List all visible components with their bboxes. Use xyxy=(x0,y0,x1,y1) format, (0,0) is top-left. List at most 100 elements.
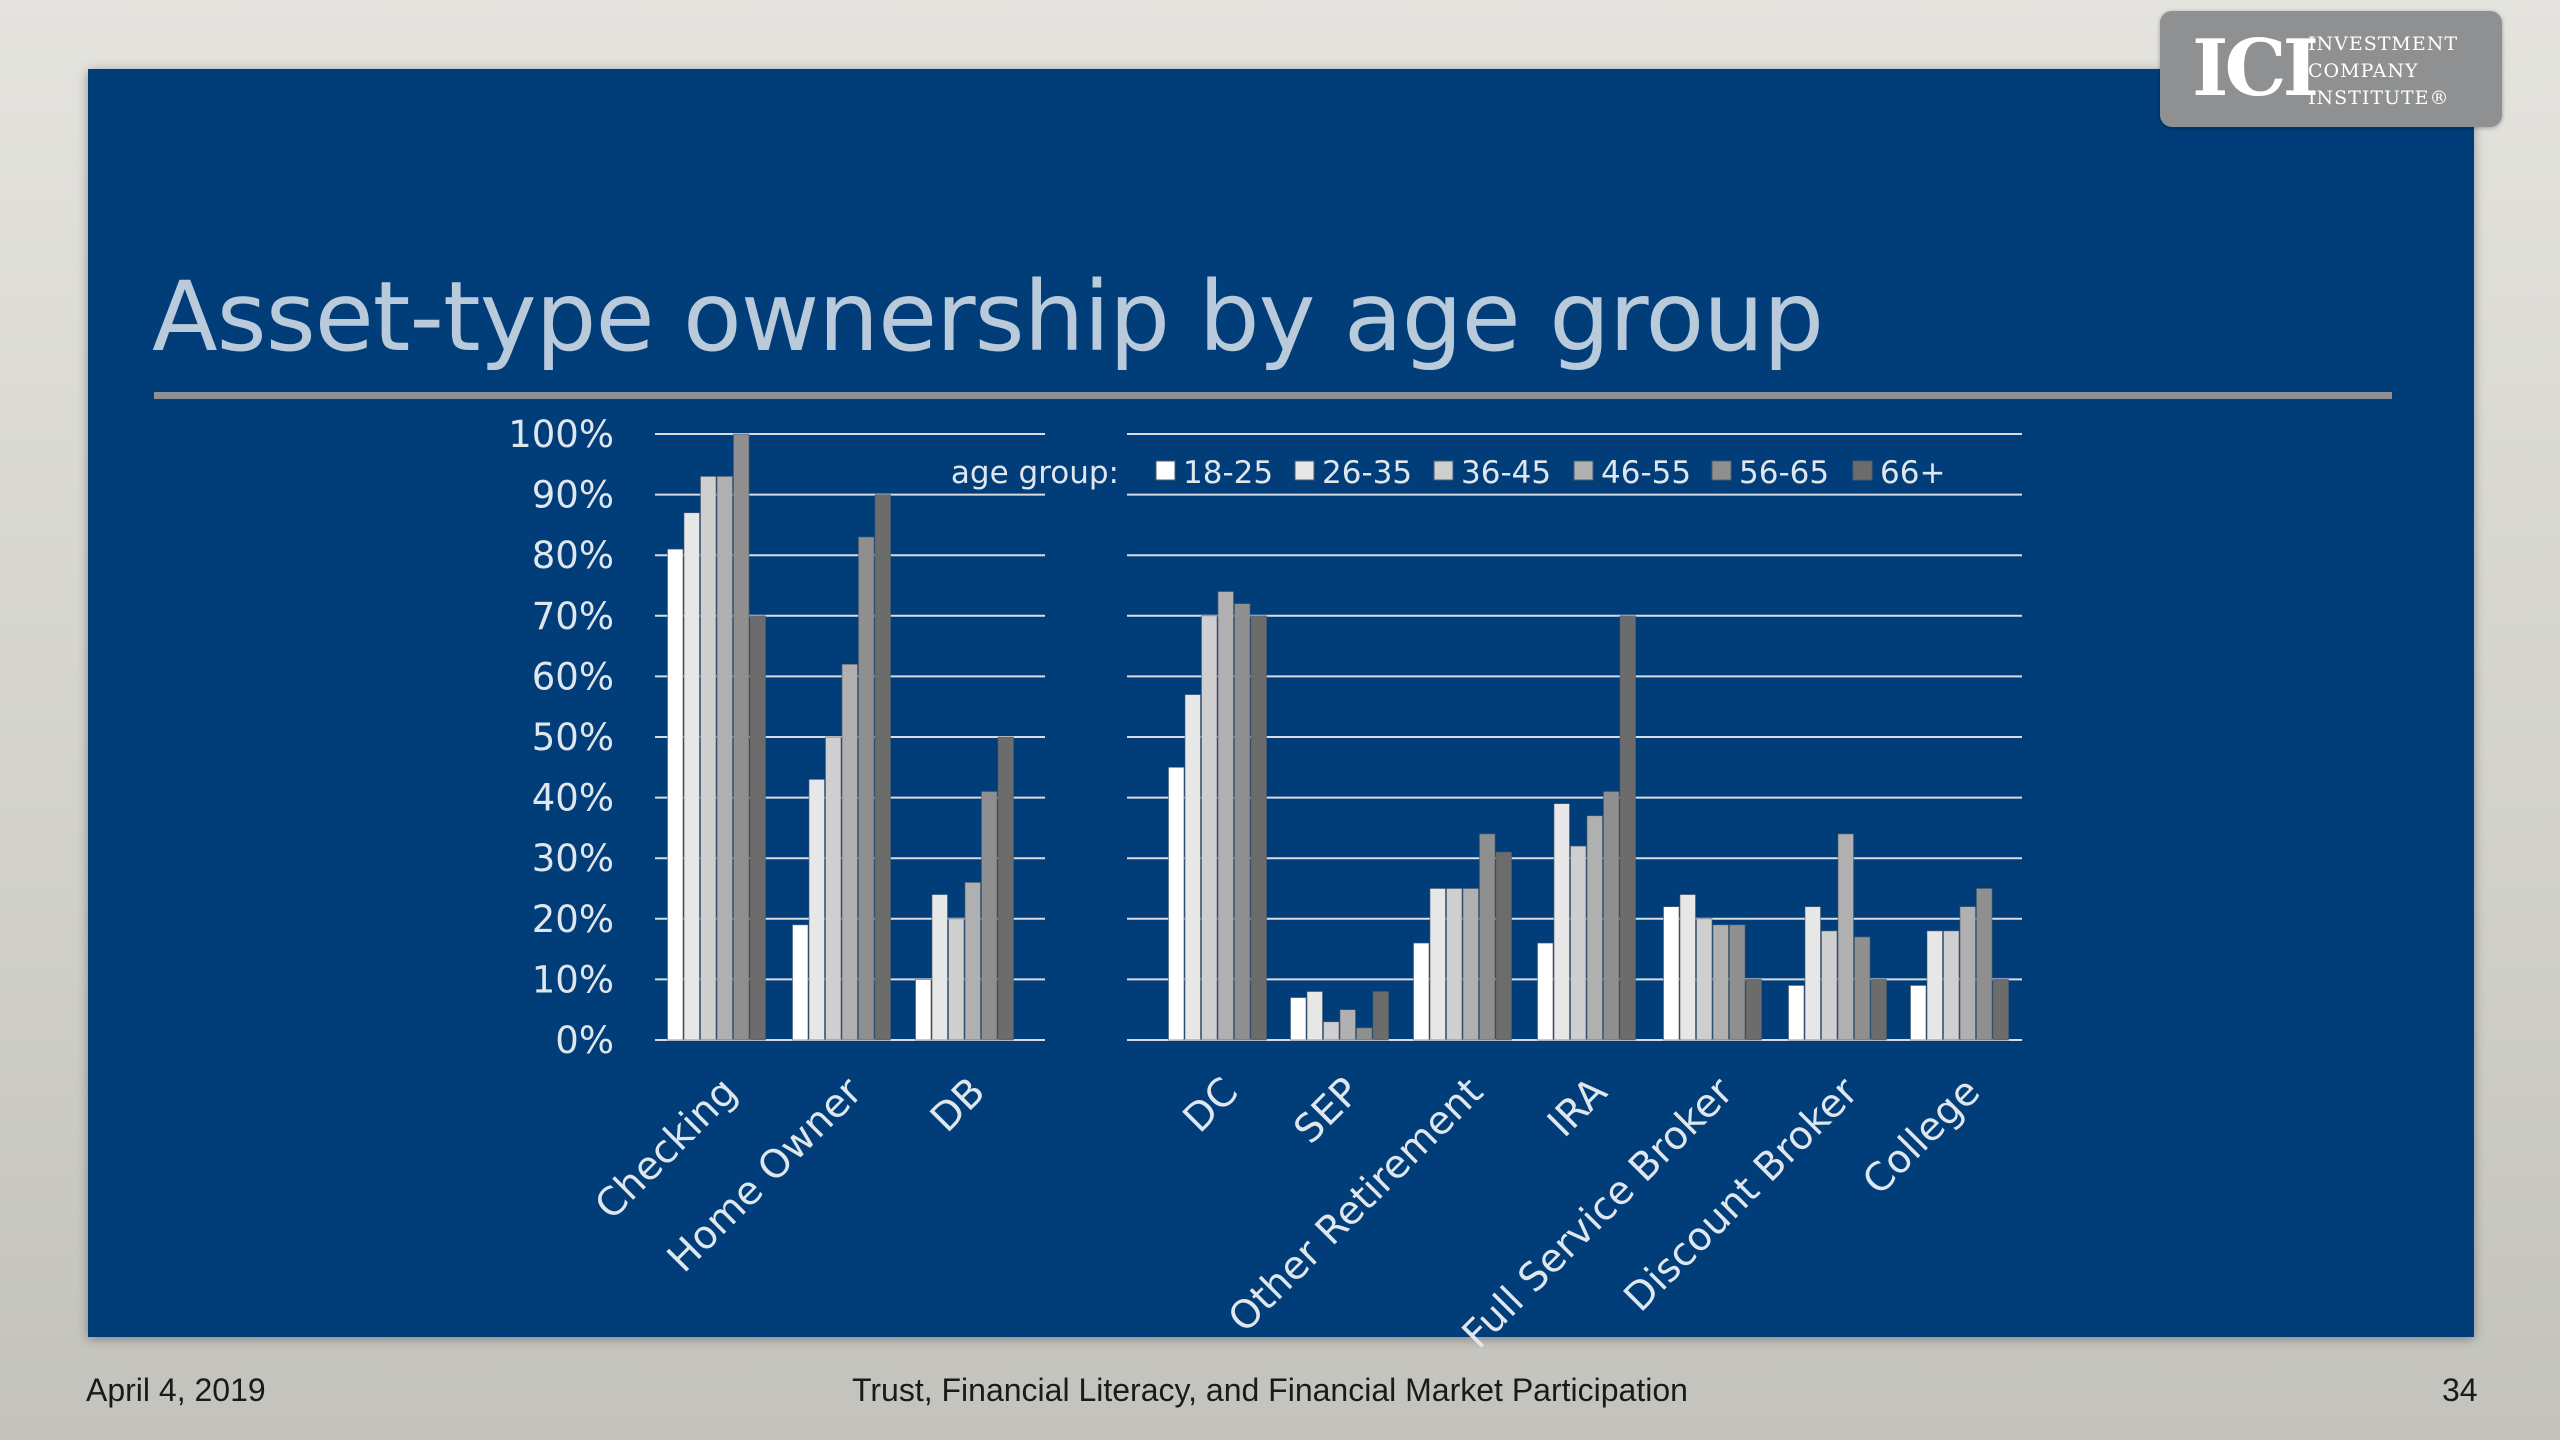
bar xyxy=(825,736,842,1041)
y-tick-label: 0% xyxy=(555,1019,614,1062)
bar xyxy=(1537,942,1554,1041)
legend-swatch xyxy=(1573,460,1594,481)
bar xyxy=(1943,930,1960,1041)
x-category-label: Discount Broker xyxy=(1616,1069,1868,1321)
bar xyxy=(1290,997,1307,1041)
y-tick-label: 10% xyxy=(532,958,614,1001)
legend-label: 36-45 xyxy=(1461,455,1551,491)
x-category-label: IRA xyxy=(1539,1069,1616,1146)
bar xyxy=(1413,942,1430,1041)
x-category-label: College xyxy=(1854,1069,1989,1204)
y-tick-label: 90% xyxy=(532,474,614,517)
chart-legend: age group: 18-25 26-35 36-45 46-55 56-65 66+ xyxy=(951,455,1946,491)
x-category-label: DC xyxy=(1175,1069,1247,1141)
bar xyxy=(841,663,858,1041)
bar xyxy=(683,512,700,1041)
bar xyxy=(874,494,891,1041)
bar xyxy=(1586,815,1603,1041)
bar xyxy=(1619,615,1636,1041)
bar xyxy=(1992,979,2009,1041)
legend-title: age group: xyxy=(951,455,1119,491)
y-tick-label: 80% xyxy=(532,534,614,577)
bar xyxy=(1495,851,1512,1041)
logo-mark: ICI xyxy=(2192,23,2319,114)
legend-label: 56-65 xyxy=(1739,455,1829,491)
legend-swatch xyxy=(1711,460,1732,481)
bar xyxy=(997,736,1014,1041)
legend-swatch xyxy=(1433,460,1454,481)
legend-swatch xyxy=(1852,460,1873,481)
bar xyxy=(1479,833,1496,1041)
y-tick-label: 100% xyxy=(508,413,614,456)
bar xyxy=(981,791,998,1041)
bar xyxy=(792,924,809,1041)
x-category-label: DB xyxy=(922,1069,994,1141)
bar xyxy=(1712,924,1729,1041)
bar xyxy=(1372,991,1389,1041)
y-tick-label: 30% xyxy=(532,837,614,880)
bar xyxy=(700,476,717,1041)
footer-title: Trust, Financial Literacy, and Financial… xyxy=(852,1372,1688,1408)
y-tick-label: 70% xyxy=(532,595,614,638)
bar xyxy=(1854,936,1871,1041)
title-divider xyxy=(154,392,2392,399)
bar xyxy=(1356,1027,1373,1041)
legend-label: 26-35 xyxy=(1322,455,1412,491)
bar xyxy=(858,536,875,1041)
bar xyxy=(1306,991,1323,1041)
logo-line: INVESTMENT xyxy=(2308,33,2459,55)
bar xyxy=(1570,845,1587,1041)
bar xyxy=(1663,906,1680,1041)
bar xyxy=(1696,918,1713,1041)
bar xyxy=(931,894,948,1041)
bar xyxy=(1250,615,1267,1041)
bar xyxy=(1168,766,1185,1041)
logo-line: COMPANY xyxy=(2308,60,2419,82)
bar xyxy=(1429,888,1446,1041)
bar xyxy=(1926,930,1943,1041)
bar xyxy=(948,918,965,1041)
bar xyxy=(1217,591,1234,1041)
bar xyxy=(1821,930,1838,1041)
bar xyxy=(1184,694,1201,1041)
bar xyxy=(1788,985,1805,1041)
bar xyxy=(1201,615,1218,1041)
logo-wordmark: INVESTMENT COMPANY INSTITUTE® xyxy=(2308,31,2458,112)
legend-swatch xyxy=(1155,460,1176,481)
legend-label: 66+ xyxy=(1880,455,1945,491)
bar xyxy=(1462,888,1479,1041)
bar xyxy=(1976,888,1993,1041)
footer-date: April 4, 2019 xyxy=(86,1372,266,1408)
legend-label: 18-25 xyxy=(1183,455,1273,491)
bar xyxy=(808,779,825,1041)
logo-line: INSTITUTE® xyxy=(2308,87,2450,109)
bar xyxy=(1870,979,1887,1041)
bar xyxy=(1745,979,1762,1041)
slide-background xyxy=(88,69,2474,1337)
x-category-label: SEP xyxy=(1286,1069,1369,1152)
bar xyxy=(1959,906,1976,1041)
bar xyxy=(733,433,750,1041)
bar xyxy=(964,882,981,1041)
bars xyxy=(667,433,2009,1041)
bar xyxy=(915,979,932,1041)
y-tick-label: 20% xyxy=(532,898,614,941)
slide-title: Asset-type ownership by age group xyxy=(152,261,1824,373)
y-tick-label: 60% xyxy=(532,655,614,698)
bar xyxy=(1234,603,1251,1041)
bar xyxy=(1679,894,1696,1041)
bar xyxy=(1323,1021,1340,1041)
bar xyxy=(1837,833,1854,1041)
bar xyxy=(1729,924,1746,1041)
bar xyxy=(1804,906,1821,1041)
y-tick-label: 40% xyxy=(532,777,614,820)
ici-logo: ICI INVESTMENT COMPANY INSTITUTE® xyxy=(2160,11,2502,127)
bar xyxy=(1446,888,1463,1041)
bar xyxy=(716,476,733,1041)
bar xyxy=(667,548,684,1041)
y-tick-label: 50% xyxy=(532,716,614,759)
legend-swatch xyxy=(1294,460,1315,481)
bar xyxy=(749,615,766,1041)
page-number: 34 xyxy=(2442,1372,2478,1408)
